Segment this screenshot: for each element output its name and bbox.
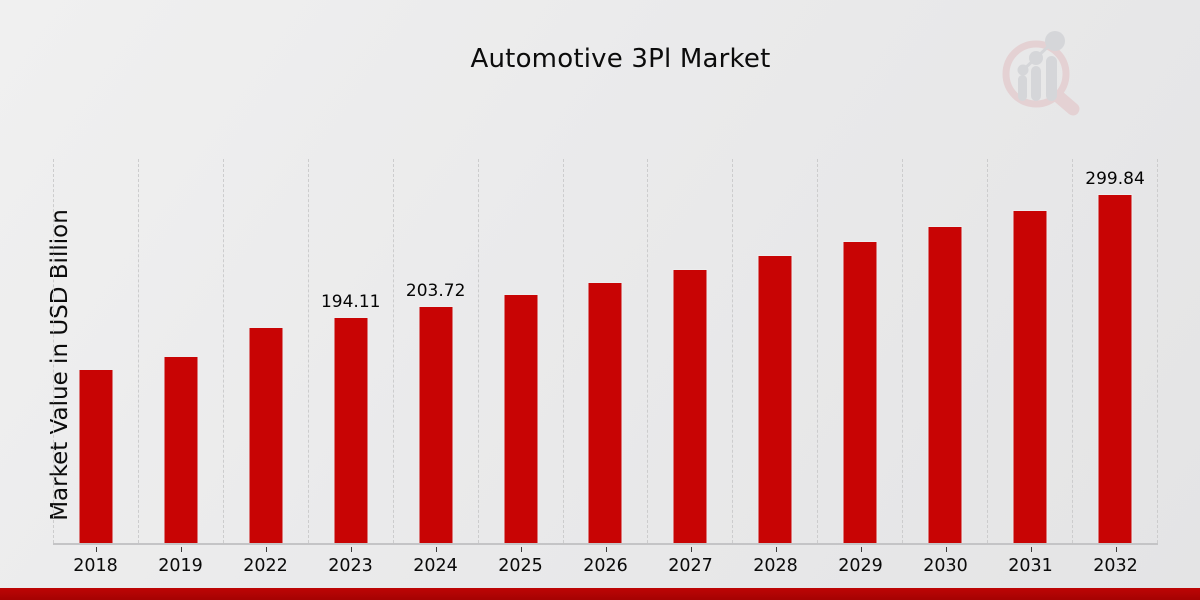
tick-mark bbox=[265, 547, 267, 552]
x-tick-2022: 2022 bbox=[223, 547, 308, 576]
tick-mark bbox=[775, 547, 777, 552]
tick-mark bbox=[945, 547, 947, 552]
x-tick-2028: 2028 bbox=[733, 547, 818, 576]
x-tick-2019: 2019 bbox=[138, 547, 223, 576]
plot-area: 194.11 203.72 299.84 bbox=[53, 159, 1158, 545]
bar-2025 bbox=[503, 294, 539, 543]
x-tick-2024: 2024 bbox=[393, 547, 478, 576]
x-axis: 2018 2019 2022 2023 2024 2025 2026 2027 2028 2029… bbox=[53, 547, 1158, 576]
x-tick-2023: 2023 bbox=[308, 547, 393, 576]
category-cell-2024: 203.72 bbox=[392, 159, 478, 543]
bar-2018 bbox=[78, 369, 114, 543]
bar-2023 bbox=[333, 317, 369, 543]
category-cell-2030 bbox=[902, 159, 987, 543]
x-tick-label: 2024 bbox=[413, 556, 458, 576]
x-tick-2031: 2031 bbox=[988, 547, 1073, 576]
chart-title: Automotive 3Pl Market bbox=[470, 44, 771, 74]
tick-mark bbox=[1115, 547, 1117, 552]
logo-dot-large bbox=[1045, 31, 1065, 51]
tick-mark bbox=[860, 547, 862, 552]
logo-bar-small bbox=[1018, 75, 1027, 101]
category-cell-2027 bbox=[647, 159, 732, 543]
tick-mark bbox=[180, 547, 182, 552]
category-cell-2023: 194.11 bbox=[307, 159, 393, 543]
bar-2026 bbox=[587, 282, 623, 543]
category-cell-2026 bbox=[562, 159, 648, 543]
category-cell-2031 bbox=[987, 159, 1072, 543]
x-tick-2025: 2025 bbox=[478, 547, 563, 576]
bar-2019 bbox=[163, 356, 199, 543]
x-tick-label: 2023 bbox=[328, 556, 373, 576]
tick-mark bbox=[95, 547, 97, 552]
logo-bar-large bbox=[1046, 56, 1057, 101]
bar-2029 bbox=[842, 241, 878, 543]
x-tick-2032: 2032 bbox=[1073, 547, 1158, 576]
bar-2031 bbox=[1012, 210, 1048, 543]
x-tick-2018: 2018 bbox=[53, 547, 138, 576]
x-tick-label: 2018 bbox=[73, 556, 118, 576]
category-cell-2019 bbox=[137, 159, 223, 543]
bar-value-label-2032: 299.84 bbox=[1085, 169, 1145, 189]
category-cell-2018 bbox=[53, 159, 138, 543]
x-tick-label: 2031 bbox=[1008, 556, 1053, 576]
x-tick-label: 2022 bbox=[243, 556, 288, 576]
logo-bar-medium bbox=[1031, 66, 1041, 101]
logo-dot-medium bbox=[1029, 51, 1043, 65]
bar-2024 bbox=[418, 306, 454, 543]
x-tick-2026: 2026 bbox=[563, 547, 648, 576]
magnifier-handle bbox=[1052, 90, 1080, 116]
bottom-accent-strip bbox=[0, 588, 1200, 600]
category-cell-2029 bbox=[817, 159, 902, 543]
category-cell-2032: 299.84 bbox=[1072, 159, 1158, 543]
x-tick-label: 2032 bbox=[1093, 556, 1138, 576]
x-tick-label: 2030 bbox=[923, 556, 968, 576]
x-tick-label: 2029 bbox=[838, 556, 883, 576]
tick-mark bbox=[350, 547, 352, 552]
bar-2032 bbox=[1097, 194, 1133, 543]
market-research-magnifier-logo bbox=[1002, 31, 1080, 116]
x-tick-2029: 2029 bbox=[818, 547, 903, 576]
bar-2028 bbox=[757, 255, 793, 543]
x-tick-label: 2025 bbox=[498, 556, 543, 576]
bar-2030 bbox=[927, 226, 963, 543]
x-tick-label: 2028 bbox=[753, 556, 798, 576]
magnifier-ring bbox=[1002, 40, 1070, 108]
bar-2022 bbox=[248, 327, 284, 543]
x-tick-label: 2026 bbox=[583, 556, 628, 576]
category-cell-2025 bbox=[477, 159, 563, 543]
tick-mark bbox=[520, 547, 522, 552]
category-cell-2022 bbox=[222, 159, 308, 543]
x-tick-2030: 2030 bbox=[903, 547, 988, 576]
category-cell-2028 bbox=[732, 159, 817, 543]
tick-mark bbox=[435, 547, 437, 552]
bar-2027 bbox=[672, 269, 708, 543]
logo-dot-small bbox=[1017, 64, 1029, 76]
x-tick-label: 2019 bbox=[158, 556, 203, 576]
x-tick-label: 2027 bbox=[668, 556, 713, 576]
tick-mark bbox=[1030, 547, 1032, 552]
x-tick-2027: 2027 bbox=[648, 547, 733, 576]
tick-mark bbox=[605, 547, 607, 552]
bar-value-label-2024: 203.72 bbox=[405, 281, 466, 301]
bar-value-label-2023: 194.11 bbox=[320, 292, 381, 312]
tick-mark bbox=[690, 547, 692, 552]
